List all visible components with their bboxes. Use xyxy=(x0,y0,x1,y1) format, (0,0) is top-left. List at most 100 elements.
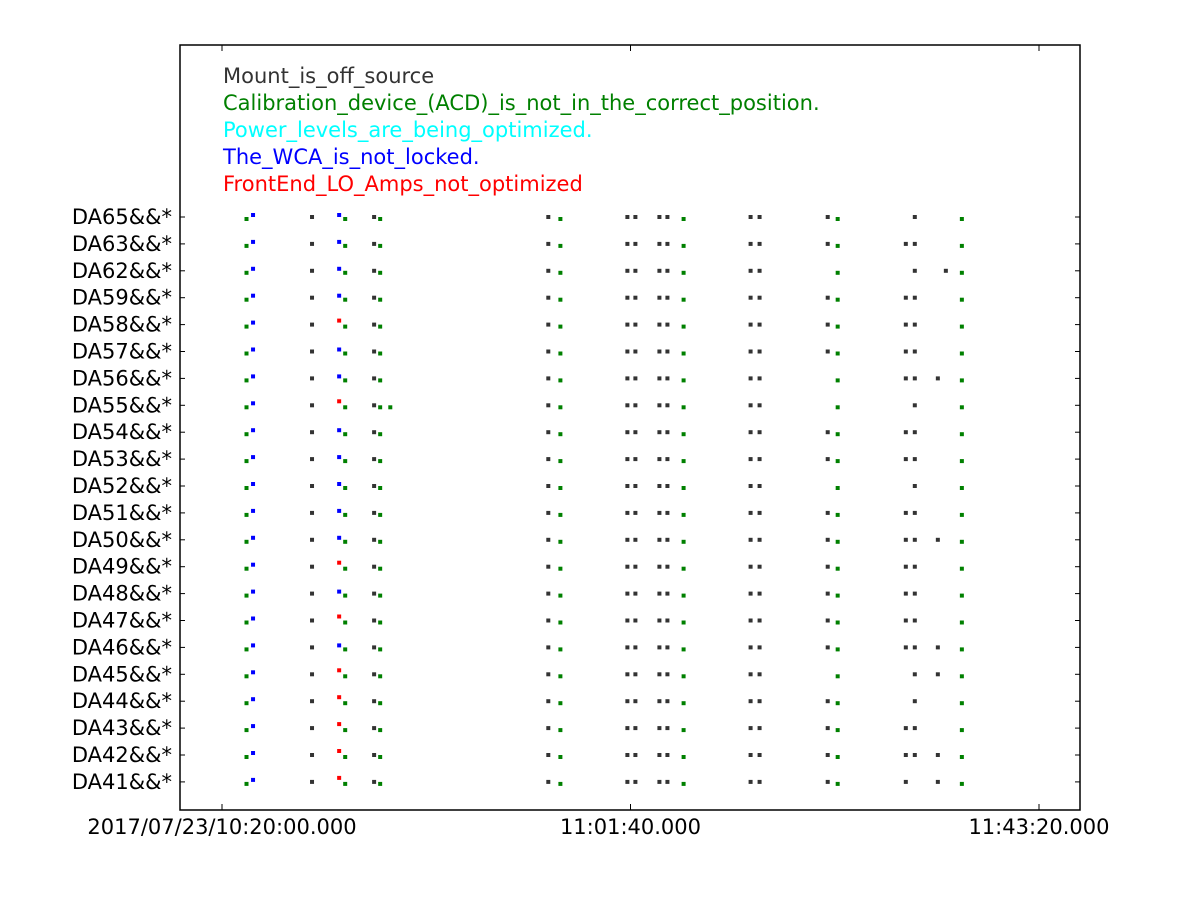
event-marker xyxy=(343,781,348,786)
event-marker xyxy=(912,430,917,435)
event-marker xyxy=(558,459,563,464)
event-marker xyxy=(558,781,563,786)
event-marker xyxy=(372,376,377,381)
event-marker xyxy=(372,779,377,784)
event-marker xyxy=(343,405,348,410)
event-marker xyxy=(546,322,551,327)
event-marker xyxy=(748,430,753,435)
event-marker xyxy=(343,701,348,706)
event-marker xyxy=(343,217,348,221)
event-marker xyxy=(657,403,662,408)
event-marker xyxy=(558,755,563,759)
event-marker xyxy=(337,589,342,594)
event-marker xyxy=(903,726,908,731)
event-marker xyxy=(835,539,840,544)
event-marker xyxy=(835,512,840,517)
event-marker xyxy=(748,268,753,273)
event-marker xyxy=(546,537,551,542)
event-marker xyxy=(558,701,563,706)
event-marker xyxy=(959,620,964,625)
event-marker xyxy=(310,430,315,435)
y-tick-label: DA49&&* xyxy=(72,555,172,579)
event-marker xyxy=(748,564,753,569)
event-marker xyxy=(959,728,964,733)
event-marker xyxy=(835,324,840,329)
event-marker xyxy=(633,241,638,246)
event-marker xyxy=(757,510,762,515)
event-marker xyxy=(681,593,686,598)
event-marker xyxy=(558,378,563,383)
event-marker xyxy=(251,374,256,379)
event-marker xyxy=(388,405,393,410)
event-marker xyxy=(825,215,830,219)
event-marker xyxy=(657,215,662,219)
x-tick-label: 11:43:20.000 xyxy=(968,815,1109,839)
event-marker xyxy=(657,457,662,462)
event-marker xyxy=(959,243,964,248)
y-tick-label: DA55&&* xyxy=(72,393,172,417)
event-marker xyxy=(665,403,670,408)
event-marker xyxy=(748,779,753,784)
event-marker xyxy=(959,781,964,786)
x-tick-label: 11:01:40.000 xyxy=(560,815,701,839)
event-marker xyxy=(665,322,670,327)
event-marker xyxy=(337,535,342,540)
event-marker xyxy=(825,537,830,542)
y-tick-label: DA58&&* xyxy=(72,313,172,337)
event-marker xyxy=(310,726,315,731)
event-marker xyxy=(343,674,348,679)
event-marker xyxy=(633,268,638,273)
event-marker xyxy=(310,779,315,784)
event-marker xyxy=(757,672,762,677)
event-marker xyxy=(757,591,762,596)
event-marker xyxy=(378,297,383,302)
event-marker xyxy=(625,241,630,246)
event-marker xyxy=(244,217,249,221)
event-marker xyxy=(343,593,348,598)
event-marker xyxy=(251,266,256,271)
event-marker xyxy=(251,697,256,702)
event-marker xyxy=(372,753,377,757)
event-marker xyxy=(835,217,840,221)
event-marker xyxy=(903,430,908,435)
event-marker xyxy=(372,591,377,596)
event-marker xyxy=(372,295,377,300)
event-marker xyxy=(912,322,917,327)
event-marker xyxy=(835,728,840,733)
event-marker xyxy=(757,430,762,435)
event-marker xyxy=(378,324,383,329)
event-marker xyxy=(558,405,563,410)
event-marker xyxy=(665,241,670,246)
event-marker xyxy=(372,241,377,246)
event-marker xyxy=(665,645,670,650)
event-marker xyxy=(825,349,830,354)
event-marker xyxy=(959,351,964,356)
event-marker xyxy=(903,537,908,542)
event-marker xyxy=(378,620,383,625)
event-marker xyxy=(546,295,551,300)
event-marker xyxy=(558,674,563,679)
event-marker xyxy=(665,753,670,757)
event-marker xyxy=(378,270,383,275)
y-tick-label: DA56&&* xyxy=(72,366,172,390)
event-marker xyxy=(935,779,940,784)
event-marker xyxy=(343,539,348,544)
event-marker xyxy=(665,618,670,623)
event-marker xyxy=(625,349,630,354)
event-marker xyxy=(546,215,551,219)
event-marker xyxy=(825,430,830,435)
event-marker xyxy=(681,647,686,652)
legend-entry: The_WCA_is_not_locked. xyxy=(222,145,480,170)
event-marker xyxy=(825,618,830,623)
legend-entry: Power_levels_are_being_optimized. xyxy=(223,118,593,143)
event-marker xyxy=(244,620,249,625)
legend-entry: FrontEnd_LO_Amps_not_optimized xyxy=(223,172,583,197)
event-marker xyxy=(657,618,662,623)
event-marker xyxy=(378,674,383,679)
event-marker xyxy=(337,293,342,298)
event-marker xyxy=(903,457,908,462)
event-marker xyxy=(625,618,630,623)
event-marker xyxy=(681,701,686,706)
event-marker xyxy=(903,564,908,569)
event-marker xyxy=(825,591,830,596)
